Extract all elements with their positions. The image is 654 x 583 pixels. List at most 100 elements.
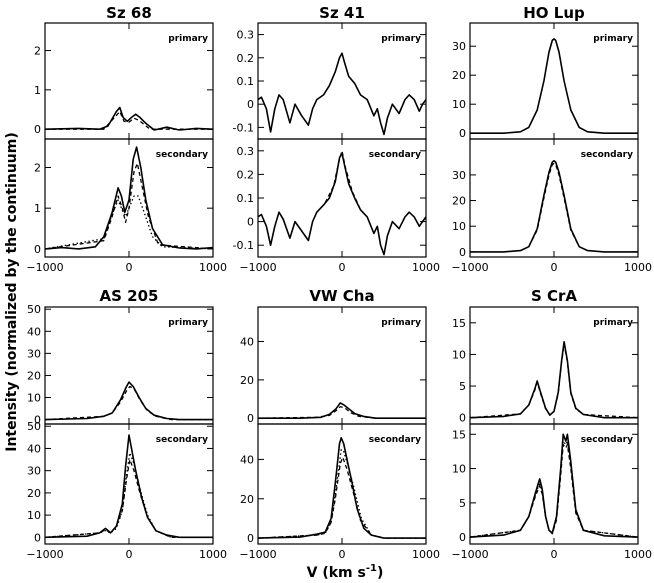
y-tick-label: 0.2 (237, 168, 255, 181)
x-tick-label: 0 (126, 548, 133, 561)
series-line-obs3 (44, 195, 214, 250)
y-tick-label: 10 (27, 392, 41, 405)
y-tick-label: 0 (247, 216, 254, 229)
series-line-obs1 (257, 437, 426, 539)
panel-primary: 0 10 20 30 primary (452, 22, 639, 140)
x-tick-label: 0 (339, 261, 346, 274)
x-tick-label: −1000 (239, 261, 276, 274)
y-tick-label: 0 (247, 532, 254, 545)
y-tick-label: 2 (34, 45, 41, 58)
y-tick-label: 0 (459, 246, 466, 259)
x-tick-label: 1000 (412, 548, 440, 561)
chart-title: HO Lup (523, 4, 585, 22)
series-line-obs1 (470, 160, 638, 253)
chart-sz-41: Sz 41 -0.1 0 0.1 0.2 0.3 primary -0.1 0 0.1 0.2 0.3… (233, 4, 440, 274)
panel-label: primary (168, 318, 208, 328)
panel-secondary: 0 1 2 secondary (34, 138, 214, 258)
x-tick-label: 0 (339, 548, 346, 561)
y-tick-label: 10 (452, 348, 466, 361)
y-tick-label: 0.1 (237, 75, 255, 88)
panel-secondary: -0.1 0 0.1 0.2 0.3 secondary (233, 138, 427, 258)
x-axis-label: V (km s-1) (307, 563, 384, 581)
panel-label: primary (593, 318, 633, 328)
panel-label: secondary (581, 150, 633, 160)
panel-label: secondary (369, 150, 421, 160)
panel-secondary: 0 20 40 secondary (240, 423, 427, 545)
panel-label: primary (381, 318, 421, 328)
panel-label: secondary (369, 435, 421, 445)
y-tick-label: 0 (34, 531, 41, 544)
series-line-obs2 (44, 385, 213, 421)
y-tick-label: 30 (452, 40, 466, 53)
series-line-obs2 (469, 343, 639, 419)
y-tick-label: 0.3 (237, 145, 255, 158)
x-tick-label: 0 (551, 261, 558, 274)
chart-title: VW Cha (309, 287, 374, 305)
panel-label: secondary (156, 150, 208, 160)
y-tick-label: 30 (452, 169, 466, 182)
y-tick-label: 15 (452, 317, 466, 330)
x-tick-label: −1000 (239, 548, 276, 561)
chart-ho-lup: HO Lup 0 10 20 30 primary 0 10 20 30 secondary −100… (451, 4, 652, 274)
y-tick-label: 40 (27, 442, 41, 455)
series-line-obs1 (469, 433, 639, 538)
series-line-obs1 (258, 402, 426, 419)
y-tick-label: 0 (459, 127, 466, 140)
x-axis-label-close: ) (377, 565, 383, 581)
y-tick-label: 10 (452, 463, 466, 476)
y-tick-label: 20 (452, 195, 466, 208)
y-tick-label: 0 (459, 412, 466, 425)
y-tick-label: 20 (452, 69, 466, 82)
y-tick-label: 2 (34, 161, 41, 174)
chart-title: AS 205 (100, 287, 159, 305)
y-tick-label: 0 (247, 98, 254, 111)
y-tick-label: 1 (34, 84, 41, 97)
y-tick-label: 20 (27, 369, 41, 382)
panel-secondary: 0 10 20 30 40 50 secondary (27, 420, 214, 545)
y-tick-label: 5 (459, 380, 466, 393)
panel-primary: 0 20 40 primary (240, 306, 427, 425)
y-tick-label: 5 (459, 497, 466, 510)
series-line-obs1 (257, 52, 427, 136)
panel-label: secondary (581, 435, 633, 445)
panel-primary: 0 5 10 15 primary (452, 306, 639, 425)
series-line-obs1 (470, 38, 638, 134)
y-tick-label: 0 (247, 412, 254, 425)
y-tick-label: 30 (27, 465, 41, 478)
chart-vw-cha: VW Cha 0 20 40 primary 0 20 40 secondary −1000 0 10… (239, 287, 440, 561)
series-line-obs3 (469, 440, 639, 538)
y-tick-label: 0.3 (237, 29, 255, 42)
x-tick-label: 1000 (412, 261, 440, 274)
x-tick-label: −1000 (451, 548, 488, 561)
x-tick-label: −1000 (26, 548, 63, 561)
panel-label: secondary (156, 435, 208, 445)
x-tick-label: 0 (551, 548, 558, 561)
series-line-obs1 (44, 106, 214, 131)
x-tick-label: 1000 (624, 261, 652, 274)
series-line-obs1 (44, 434, 213, 539)
x-axis-label-main: V (km s (307, 565, 366, 581)
y-tick-label: 20 (27, 487, 41, 500)
y-tick-label: 10 (452, 98, 466, 111)
x-tick-label: −1000 (26, 261, 63, 274)
y-tick-label: 30 (27, 347, 41, 360)
y-tick-label: 50 (27, 303, 41, 316)
series-line-obs2 (44, 162, 214, 250)
y-tick-label: 15 (452, 428, 466, 441)
series-line-obs2 (257, 406, 426, 419)
series-line-obs1 (257, 152, 427, 256)
y-axis-label: Intensity (normalized by the continuum) (4, 132, 20, 452)
y-tick-label: 40 (240, 336, 254, 349)
panel-primary: 0 1 2 primary (34, 22, 214, 140)
panel-primary: 0 10 20 30 40 50 primary (27, 303, 214, 427)
panel-primary: -0.1 0 0.1 0.2 0.3 primary (233, 22, 427, 140)
x-tick-label: 1000 (199, 548, 227, 561)
x-tick-label: 0 (126, 261, 133, 274)
y-tick-label: -0.1 (233, 121, 254, 134)
y-tick-label: 20 (240, 374, 254, 387)
chart-title: S CrA (531, 287, 577, 305)
series-line-obs1 (469, 341, 638, 419)
y-tick-label: -0.1 (233, 239, 254, 252)
